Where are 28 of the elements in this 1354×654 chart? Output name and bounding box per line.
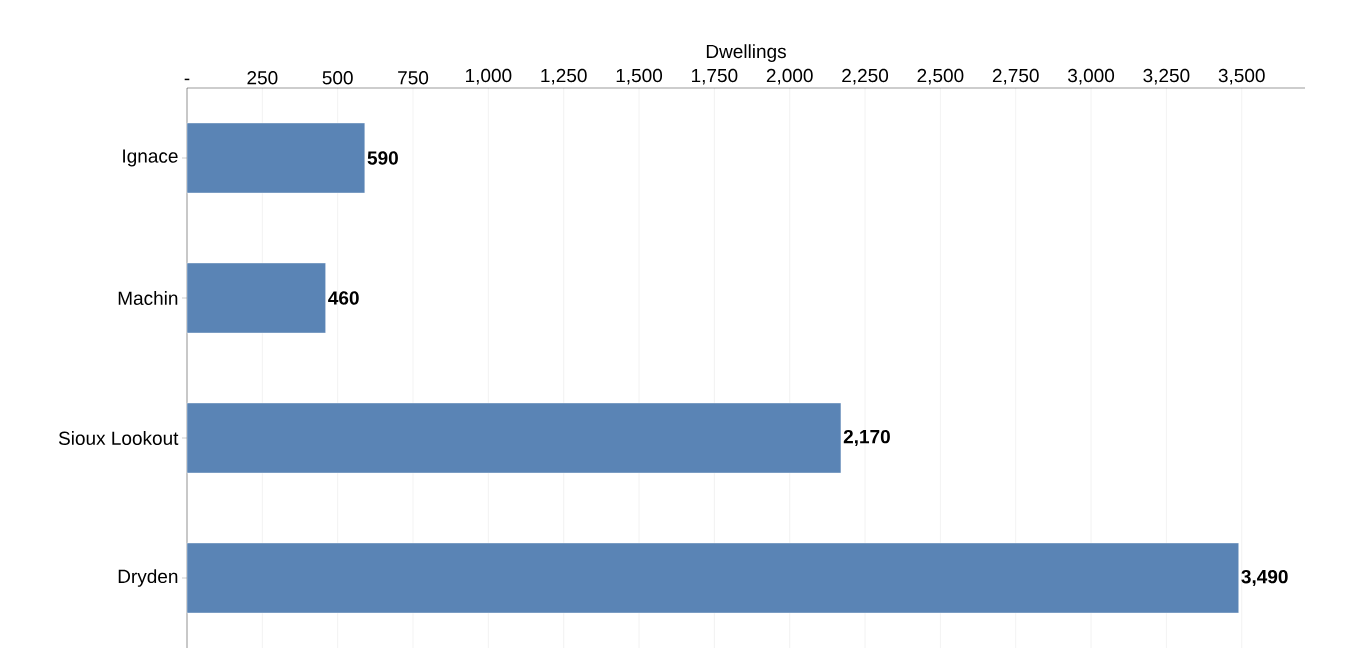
data-label: 3,490 — [1241, 569, 1288, 587]
x-tick-label: 1,250 — [541, 68, 587, 85]
x-axis-title: Dwellings — [706, 44, 786, 62]
x-tick-label: 750 — [398, 71, 429, 85]
x-tick-label: - — [184, 78, 190, 81]
bar — [186, 122, 365, 194]
bar — [186, 542, 1239, 614]
data-label: 2,170 — [843, 429, 890, 447]
data-label: 590 — [367, 151, 398, 165]
x-tick-label: 1,750 — [692, 68, 738, 85]
bar — [186, 262, 326, 334]
bar — [186, 402, 842, 474]
x-tick-label: 3,500 — [1218, 68, 1265, 85]
data-label: 460 — [328, 291, 359, 305]
x-tick-label: 250 — [247, 71, 278, 85]
x-tick-label: 500 — [322, 71, 353, 85]
y-tick-label: Sioux Lookout — [58, 431, 179, 445]
y-tick-label: Dryden — [118, 569, 178, 587]
x-tick-label: 1,500 — [616, 68, 663, 85]
x-tick-label: 2,750 — [992, 68, 1039, 85]
x-tick-label: 3,250 — [1143, 68, 1190, 85]
x-tick-label: 2,000 — [766, 68, 813, 85]
x-tick-label: 3,000 — [1068, 68, 1115, 85]
x-tick-label: 2,500 — [917, 68, 964, 85]
y-tick-label: Ignace — [123, 149, 178, 167]
x-tick-label: 1,000 — [466, 68, 512, 85]
y-tick-label: Machin — [118, 291, 178, 305]
x-tick-label: 2,250 — [842, 68, 889, 85]
